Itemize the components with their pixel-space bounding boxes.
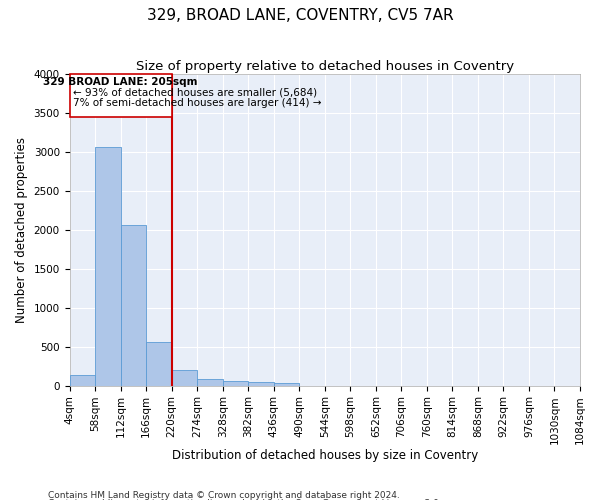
Bar [70,376,95,386]
Bar [223,382,248,386]
Y-axis label: Number of detached properties: Number of detached properties [15,137,28,323]
Bar [274,384,299,386]
Text: Contains HM Land Registry data © Crown copyright and database right 2024.: Contains HM Land Registry data © Crown c… [48,490,400,500]
X-axis label: Distribution of detached houses by size in Coventry: Distribution of detached houses by size … [172,450,478,462]
Text: 329 BROAD LANE: 205sqm: 329 BROAD LANE: 205sqm [43,78,198,88]
Text: 7% of semi-detached houses are larger (414) →: 7% of semi-detached houses are larger (4… [73,98,322,108]
Bar [197,380,223,386]
Bar [121,225,146,386]
Bar [172,370,197,386]
Bar [146,342,172,386]
Text: Contains public sector information licensed under the Open Government Licence v3: Contains public sector information licen… [48,499,442,500]
Text: ← 93% of detached houses are smaller (5,684): ← 93% of detached houses are smaller (5,… [73,88,317,98]
Text: 329, BROAD LANE, COVENTRY, CV5 7AR: 329, BROAD LANE, COVENTRY, CV5 7AR [146,8,454,22]
Bar [248,382,274,386]
Title: Size of property relative to detached houses in Coventry: Size of property relative to detached ho… [136,60,514,73]
FancyBboxPatch shape [70,74,172,117]
Bar [95,148,121,386]
